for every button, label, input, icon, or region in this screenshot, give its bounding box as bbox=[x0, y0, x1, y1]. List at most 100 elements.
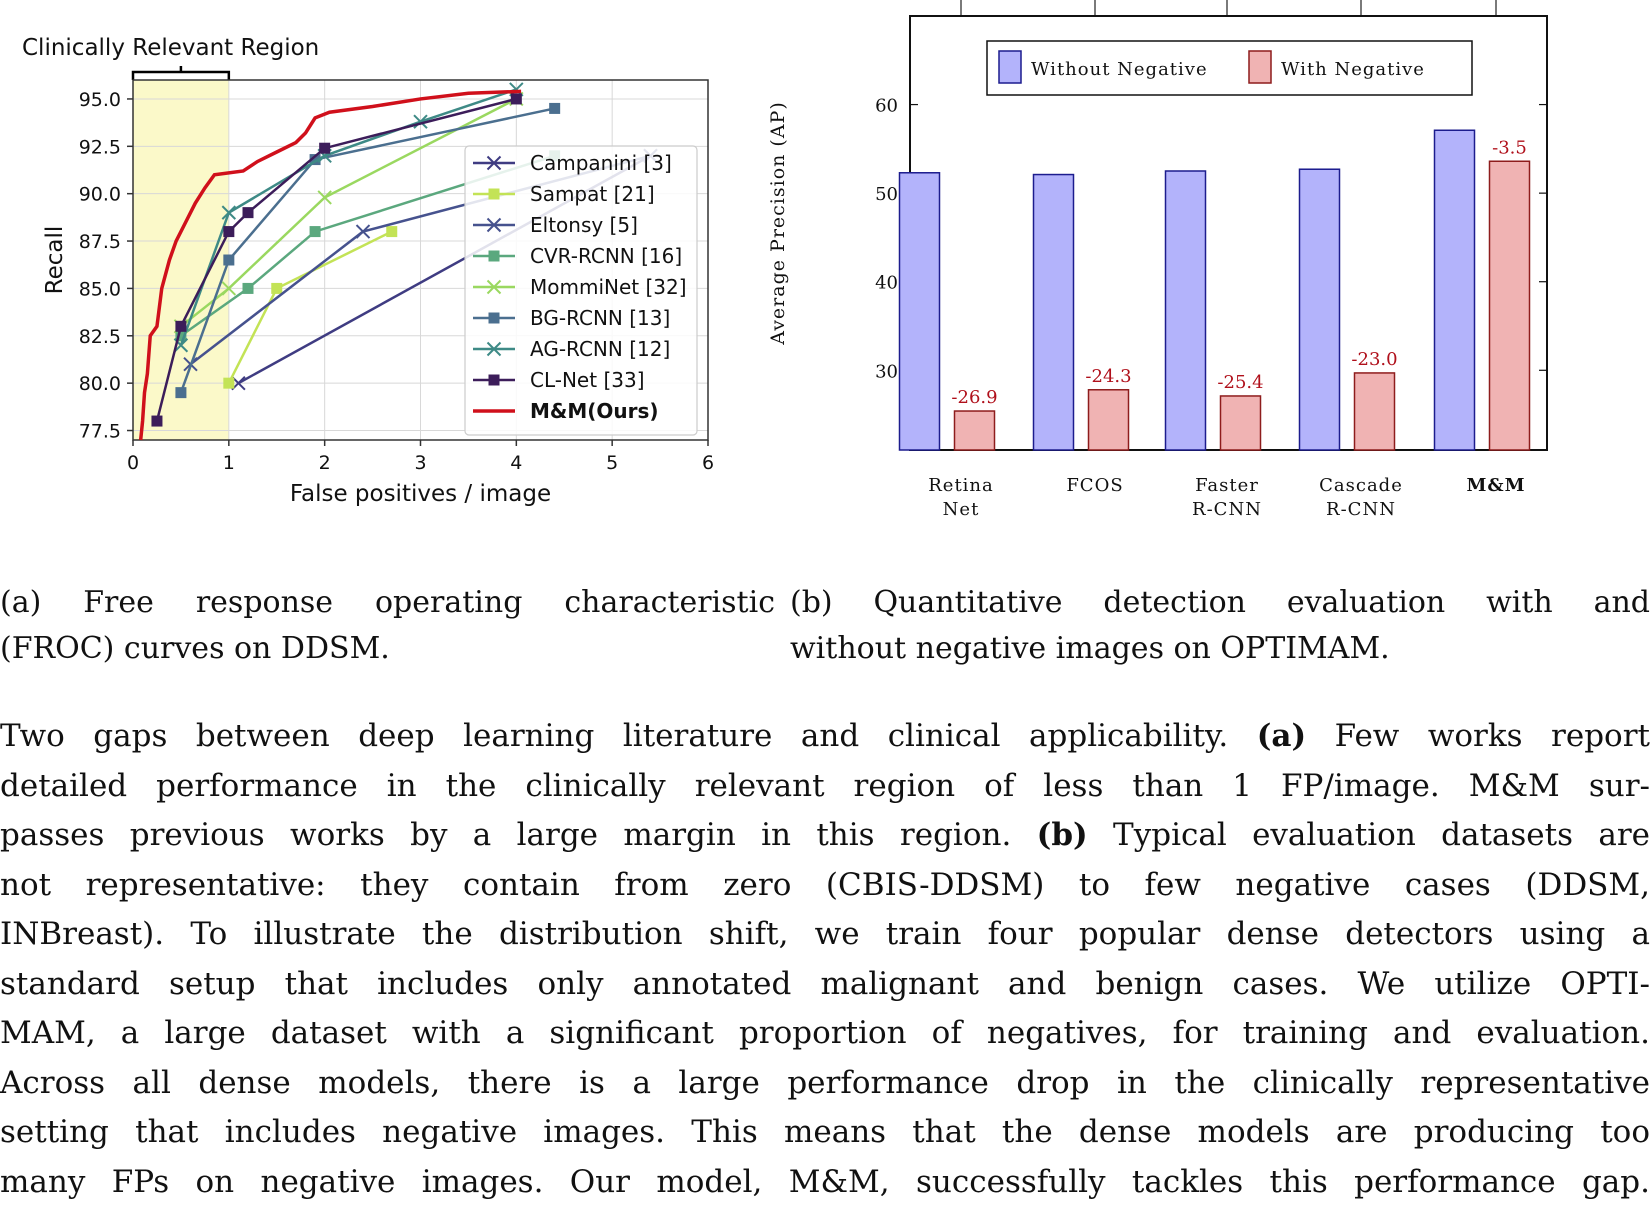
body-text-span: passes previous works by a large margin … bbox=[0, 817, 1012, 853]
legend-label: Sampat [21] bbox=[530, 182, 655, 206]
series-line bbox=[138, 89, 522, 441]
data-point-square bbox=[488, 188, 500, 200]
x-category-label: M&M bbox=[1466, 475, 1525, 496]
data-point-square bbox=[223, 226, 235, 238]
data-point-square bbox=[488, 312, 500, 324]
data-label: -24.3 bbox=[1085, 366, 1131, 387]
body-bold-a: (a) bbox=[1256, 718, 1307, 754]
data-point-square bbox=[175, 320, 187, 332]
y-tick-label: 95.0 bbox=[79, 89, 121, 111]
x-tick-label: 5 bbox=[606, 452, 618, 474]
bar-with-negative bbox=[953, 410, 996, 451]
plot-frame bbox=[132, 79, 709, 441]
legend-label: With Negative bbox=[1281, 59, 1425, 80]
data-point-cross bbox=[486, 155, 502, 171]
y-tick-label: 92.5 bbox=[79, 136, 121, 158]
data-point-square bbox=[223, 254, 235, 266]
data-label: -25.4 bbox=[1217, 372, 1263, 393]
data-point-square bbox=[386, 226, 398, 238]
x-tick-label: 2 bbox=[319, 452, 331, 474]
series-line bbox=[227, 230, 393, 384]
ap-bar-chart: 30 40 50 60 Average Precision (AP) -26.9 Retin… bbox=[770, 0, 1548, 520]
y-tick-label: 50 bbox=[875, 184, 898, 205]
bar-with-negative bbox=[1353, 372, 1396, 451]
x-tick-label: 1 bbox=[223, 452, 235, 474]
caption-b: (b) Quantitative detection evaluation wi… bbox=[790, 580, 1650, 672]
data-point-square bbox=[242, 207, 254, 219]
data-point-square bbox=[175, 387, 187, 399]
body-line-4: not representative: they contain from ze… bbox=[0, 866, 1650, 903]
y-tick-label: 60 bbox=[875, 96, 898, 117]
legend-label: CVR-RCNN [16] bbox=[530, 244, 682, 268]
legend-label: Without Negative bbox=[1031, 59, 1208, 80]
legend-box bbox=[464, 145, 698, 436]
series-line bbox=[179, 107, 555, 394]
data-label: -3.5 bbox=[1492, 137, 1527, 158]
clinical-region-label: Clinically Relevant Region bbox=[22, 35, 319, 61]
y-tick-label: 85.0 bbox=[79, 278, 121, 300]
data-point-square bbox=[319, 142, 331, 154]
data-point-square bbox=[175, 330, 187, 342]
data-point-square bbox=[488, 374, 500, 386]
body-line-3: passes previous works by a large margin … bbox=[0, 811, 1650, 861]
caption-b-line1: (b) Quantitative detection evaluation wi… bbox=[790, 585, 1650, 620]
x-category-label: FCOS bbox=[1066, 475, 1123, 496]
legend-label: CL-Net [33] bbox=[530, 368, 645, 392]
x-category-label: Retina bbox=[928, 475, 994, 496]
bar-with-negative bbox=[1087, 389, 1130, 451]
x-tick-label: 3 bbox=[414, 452, 426, 474]
data-point-square bbox=[488, 250, 500, 262]
x-tick-label: 6 bbox=[702, 452, 714, 474]
body-line-5: INBreast). To illustrate the distributio… bbox=[0, 916, 1650, 952]
legend-swatch bbox=[1248, 50, 1272, 84]
bar-without-negative bbox=[1433, 129, 1476, 451]
legend-label: M&M(Ours) bbox=[530, 399, 659, 423]
data-point-square bbox=[309, 226, 321, 238]
y-tick-label: 40 bbox=[875, 273, 898, 294]
caption-b-line2: without negative images on OPTIMAM. bbox=[790, 631, 1390, 666]
data-point-cross bbox=[221, 281, 237, 296]
body-line-2: detailed performance in the clinically r… bbox=[0, 767, 1650, 804]
data-point-cross bbox=[317, 190, 332, 205]
data-point-cross bbox=[221, 205, 237, 220]
data-point-square bbox=[151, 415, 163, 427]
series-line bbox=[180, 154, 556, 337]
data-point-cross bbox=[486, 341, 502, 357]
clinical-region-bracket bbox=[131, 66, 231, 80]
body-text-span: Typical evaluation datasets are bbox=[1113, 817, 1650, 853]
data-point-cross bbox=[486, 217, 502, 233]
body-bold-b: (b) bbox=[1036, 817, 1088, 853]
bar-without-negative bbox=[1164, 170, 1207, 451]
bar-without-negative bbox=[1032, 173, 1075, 451]
bar-with-negative bbox=[1219, 395, 1262, 451]
x-tick-label: 0 bbox=[127, 452, 139, 474]
x-category-label: R-CNN bbox=[1326, 499, 1396, 520]
legend-label: Campanini [3] bbox=[530, 151, 672, 175]
y-tick-label: 80.0 bbox=[79, 373, 121, 395]
bar-without-negative bbox=[898, 172, 941, 451]
bar-legend-box bbox=[986, 40, 1473, 96]
data-point-cross bbox=[413, 114, 428, 129]
caption-a-line1: (a) Free response operating characterist… bbox=[0, 585, 775, 620]
data-point-cross bbox=[486, 279, 502, 295]
data-point-square bbox=[271, 282, 283, 294]
x-category-label: Faster bbox=[1195, 475, 1259, 496]
data-point-square bbox=[223, 377, 235, 389]
data-point-cross bbox=[355, 224, 371, 239]
y-tick-label: 30 bbox=[875, 361, 898, 382]
legend-label: MommiNet [32] bbox=[530, 275, 687, 299]
legend-label: AG-RCNN [12] bbox=[530, 337, 670, 361]
y-tick-label: 77.5 bbox=[79, 421, 121, 443]
body-line-9: setting that includes negative images. T… bbox=[0, 1114, 1650, 1150]
body-line-7: MAM, a large dataset with a significant … bbox=[0, 1015, 1650, 1051]
legend-label: Eltonsy [5] bbox=[530, 213, 638, 237]
data-point-square bbox=[549, 102, 561, 114]
legend-swatch bbox=[998, 50, 1022, 84]
y-axis-label: Recall bbox=[42, 226, 68, 295]
figure-description: Two gaps between deep learning literatur… bbox=[0, 712, 1650, 1207]
body-text-span: Two gaps between deep learning literatur… bbox=[0, 718, 1229, 754]
x-category-label: R-CNN bbox=[1192, 499, 1262, 520]
body-line-10: many FPs on negative images. Our model, … bbox=[0, 1163, 1650, 1200]
data-label: -23.0 bbox=[1351, 349, 1397, 370]
